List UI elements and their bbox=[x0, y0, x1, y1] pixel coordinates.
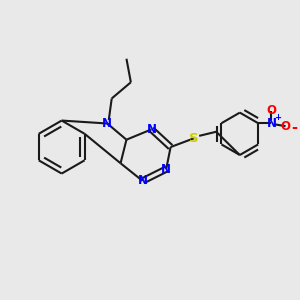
Text: -: - bbox=[291, 120, 297, 135]
Text: N: N bbox=[138, 174, 148, 188]
Text: N: N bbox=[161, 163, 171, 176]
Text: N: N bbox=[266, 117, 276, 130]
Text: O: O bbox=[266, 104, 276, 117]
Text: S: S bbox=[189, 132, 199, 145]
Text: N: N bbox=[146, 123, 157, 136]
Text: +: + bbox=[274, 113, 281, 122]
Text: N: N bbox=[102, 117, 112, 130]
Text: O: O bbox=[280, 120, 290, 133]
